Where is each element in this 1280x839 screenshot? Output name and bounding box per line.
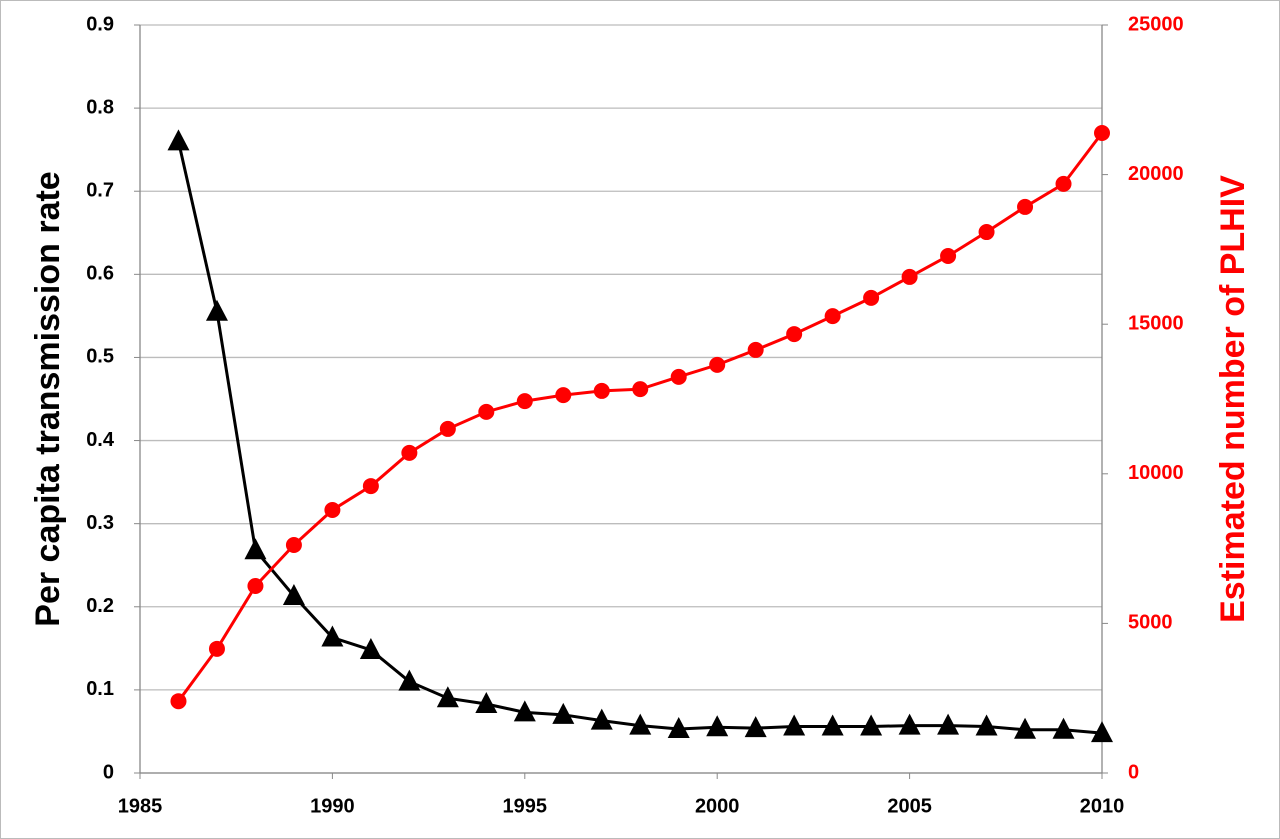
circle-marker — [593, 382, 610, 399]
triangle-marker — [783, 714, 806, 736]
circle-marker — [863, 289, 880, 306]
triangle-marker — [321, 625, 344, 647]
x-tick-label: 2000 — [695, 795, 740, 817]
y2-axis-title: Estimated number of PLHIV — [1214, 175, 1252, 623]
triangle-marker — [821, 714, 844, 736]
triangle-marker — [205, 299, 228, 321]
circle-marker — [285, 537, 302, 554]
circle-marker — [1055, 175, 1072, 192]
y-tick-label: 0.6 — [86, 263, 114, 285]
circle-marker — [747, 341, 764, 358]
y-tick-label: 0.8 — [86, 96, 114, 118]
circle-marker — [1017, 198, 1034, 215]
circle-marker — [901, 268, 918, 285]
x-tick-label: 1985 — [118, 795, 163, 817]
circle-marker — [670, 368, 687, 385]
circle-marker — [170, 693, 187, 710]
circle-marker — [439, 420, 456, 437]
triangle-marker — [552, 702, 575, 724]
triangle-marker — [475, 692, 498, 714]
circle-marker — [324, 502, 341, 519]
triangle-marker — [706, 715, 729, 737]
circle-marker — [786, 326, 803, 343]
y2-tick-label: 25000 — [1128, 13, 1184, 35]
triangle-marker — [244, 538, 267, 560]
circle-marker — [401, 444, 418, 461]
y2-tick-label: 15000 — [1128, 312, 1184, 334]
triangle-marker — [1014, 717, 1037, 739]
y-axis-title: Per capita transmission rate — [29, 171, 67, 626]
y2-tick-label: 10000 — [1128, 462, 1184, 484]
x-tick-label: 1990 — [310, 795, 355, 817]
triangle-marker — [975, 714, 998, 736]
triangle-marker — [282, 583, 305, 605]
triangle-marker — [860, 714, 883, 736]
triangle-marker — [590, 708, 613, 730]
circle-marker — [362, 478, 379, 495]
triangle-marker — [667, 716, 690, 738]
y-tick-label: 0.2 — [86, 595, 114, 617]
triangle-marker — [359, 637, 382, 659]
triangle-marker — [1052, 717, 1075, 739]
x-tick-label: 1995 — [503, 795, 548, 817]
triangle-marker — [744, 716, 767, 738]
y2-tick-label: 0 — [1128, 761, 1139, 783]
x-tick-label: 2010 — [1080, 795, 1125, 817]
circle-marker — [978, 224, 995, 241]
y-tick-label: 0 — [103, 761, 114, 783]
triangle-marker — [513, 700, 536, 722]
y-tick-label: 0.4 — [86, 429, 115, 451]
y-tick-label: 0.9 — [86, 13, 114, 35]
triangle-marker — [937, 713, 960, 735]
y-tick-label: 0.7 — [86, 180, 114, 202]
y2-tick-label: 20000 — [1128, 163, 1184, 185]
circle-marker — [247, 578, 264, 594]
circle-marker — [709, 356, 726, 373]
circle-marker — [1094, 125, 1110, 142]
circle-marker — [940, 247, 957, 264]
circle-marker — [555, 387, 572, 404]
triangle-marker — [167, 129, 190, 151]
circle-marker — [516, 393, 533, 410]
y-tick-label: 0.3 — [86, 512, 114, 534]
circle-marker — [478, 403, 495, 420]
circle-marker — [208, 640, 225, 657]
triangle-marker — [629, 713, 652, 735]
triangle-marker — [898, 713, 921, 735]
x-tick-label: 2005 — [887, 795, 932, 817]
circle-marker — [632, 381, 649, 398]
circle-marker — [824, 308, 841, 325]
y-tick-label: 0.1 — [86, 678, 114, 700]
triangle-marker — [398, 669, 421, 691]
triangle-marker — [436, 686, 459, 708]
y2-tick-label: 5000 — [1128, 612, 1173, 634]
triangle-marker — [1091, 721, 1113, 743]
y-tick-label: 0.5 — [86, 346, 114, 368]
